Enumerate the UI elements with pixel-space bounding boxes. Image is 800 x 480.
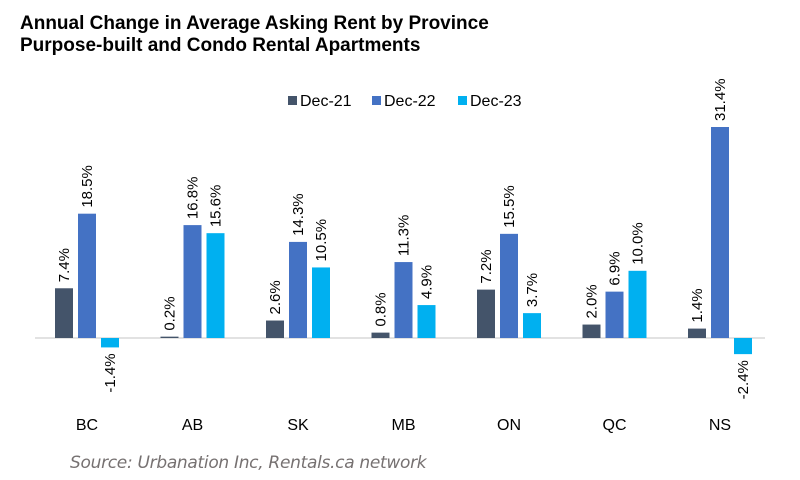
- bar-on-dec-22: [500, 233, 518, 338]
- chart-subtitle: Purpose-built and Condo Rental Apartment…: [20, 35, 421, 56]
- bar-mb-dec-21: [371, 332, 390, 338]
- bar-qc-dec-21: [582, 324, 601, 338]
- data-label-qc-dec-22: 6.9%: [607, 251, 624, 285]
- bar-bc-dec-21: [55, 288, 73, 338]
- category-label-ab: AB: [182, 417, 203, 434]
- bar-on-dec-21: [477, 289, 495, 338]
- data-label-sk-dec-23: 10.5%: [313, 219, 330, 262]
- data-label-sk-dec-21: 2.6%: [267, 280, 284, 314]
- data-label-sk-dec-22: 14.3%: [290, 193, 307, 236]
- data-label-qc-dec-21: 2.0%: [584, 284, 601, 318]
- bar-sk-dec-23: [312, 267, 330, 338]
- data-label-bc-dec-22: 18.5%: [79, 165, 96, 208]
- data-label-mb-dec-23: 4.9%: [419, 265, 436, 299]
- bar-ab-dec-21: [160, 336, 179, 338]
- category-label-bc: BC: [76, 417, 98, 434]
- source-note: Source: Urbanation Inc, Rentals.ca netwo…: [70, 453, 427, 473]
- category-label-mb: MB: [392, 417, 416, 434]
- data-label-ab-dec-22: 16.8%: [185, 177, 202, 220]
- data-label-on-dec-21: 7.2%: [478, 249, 495, 283]
- data-label-bc-dec-23: -1.4%: [102, 353, 119, 392]
- data-label-bc-dec-21: 7.4%: [56, 248, 73, 282]
- bar-ns-dec-21: [688, 328, 706, 338]
- bar-bc-dec-22: [78, 213, 96, 338]
- data-label-on-dec-23: 3.7%: [524, 273, 541, 307]
- bar-sk-dec-22: [289, 241, 307, 338]
- bar-on-dec-23: [523, 313, 541, 338]
- data-label-mb-dec-22: 11.3%: [396, 215, 413, 256]
- category-label-on: ON: [497, 417, 521, 434]
- category-label-ns: NS: [709, 417, 731, 434]
- bar-bc-dec-23: [101, 338, 119, 348]
- bar-ab-dec-23: [206, 233, 225, 338]
- legend-label-dec-23: Dec-23: [470, 93, 522, 110]
- bar-qc-dec-22: [605, 291, 624, 338]
- category-label-sk: SK: [287, 417, 309, 434]
- bar-qc-dec-23: [628, 270, 647, 338]
- bar-ns-dec-22: [711, 127, 729, 338]
- data-label-mb-dec-21: 0.8%: [373, 292, 390, 326]
- chart-title: Annual Change in Average Asking Rent by …: [20, 13, 489, 34]
- bar-sk-dec-21: [266, 320, 284, 338]
- legend-swatch-dec-22: [372, 96, 381, 105]
- chart-title-block: Annual Change in Average Asking Rent by …: [20, 13, 489, 57]
- category-label-qc: QC: [603, 417, 627, 434]
- legend-swatch-dec-23: [458, 96, 467, 105]
- data-label-ns-dec-23: -2.4%: [735, 360, 752, 399]
- data-label-ab-dec-23: 15.6%: [208, 185, 225, 228]
- data-label-ns-dec-22: 31.4%: [712, 78, 729, 121]
- bar-ab-dec-22: [183, 225, 202, 338]
- bar-ns-dec-23: [734, 338, 752, 355]
- data-label-ns-dec-21: 1.4%: [689, 288, 706, 322]
- bar-mb-dec-23: [417, 305, 436, 338]
- data-label-ab-dec-21: 0.2%: [162, 296, 179, 330]
- data-label-qc-dec-23: 10.0%: [630, 222, 647, 265]
- legend-label-dec-21: Dec-21: [300, 93, 352, 110]
- legend-swatch-dec-21: [288, 96, 297, 105]
- bar-mb-dec-22: [394, 262, 413, 338]
- legend-label-dec-22: Dec-22: [384, 93, 436, 110]
- data-label-on-dec-22: 15.5%: [501, 185, 518, 228]
